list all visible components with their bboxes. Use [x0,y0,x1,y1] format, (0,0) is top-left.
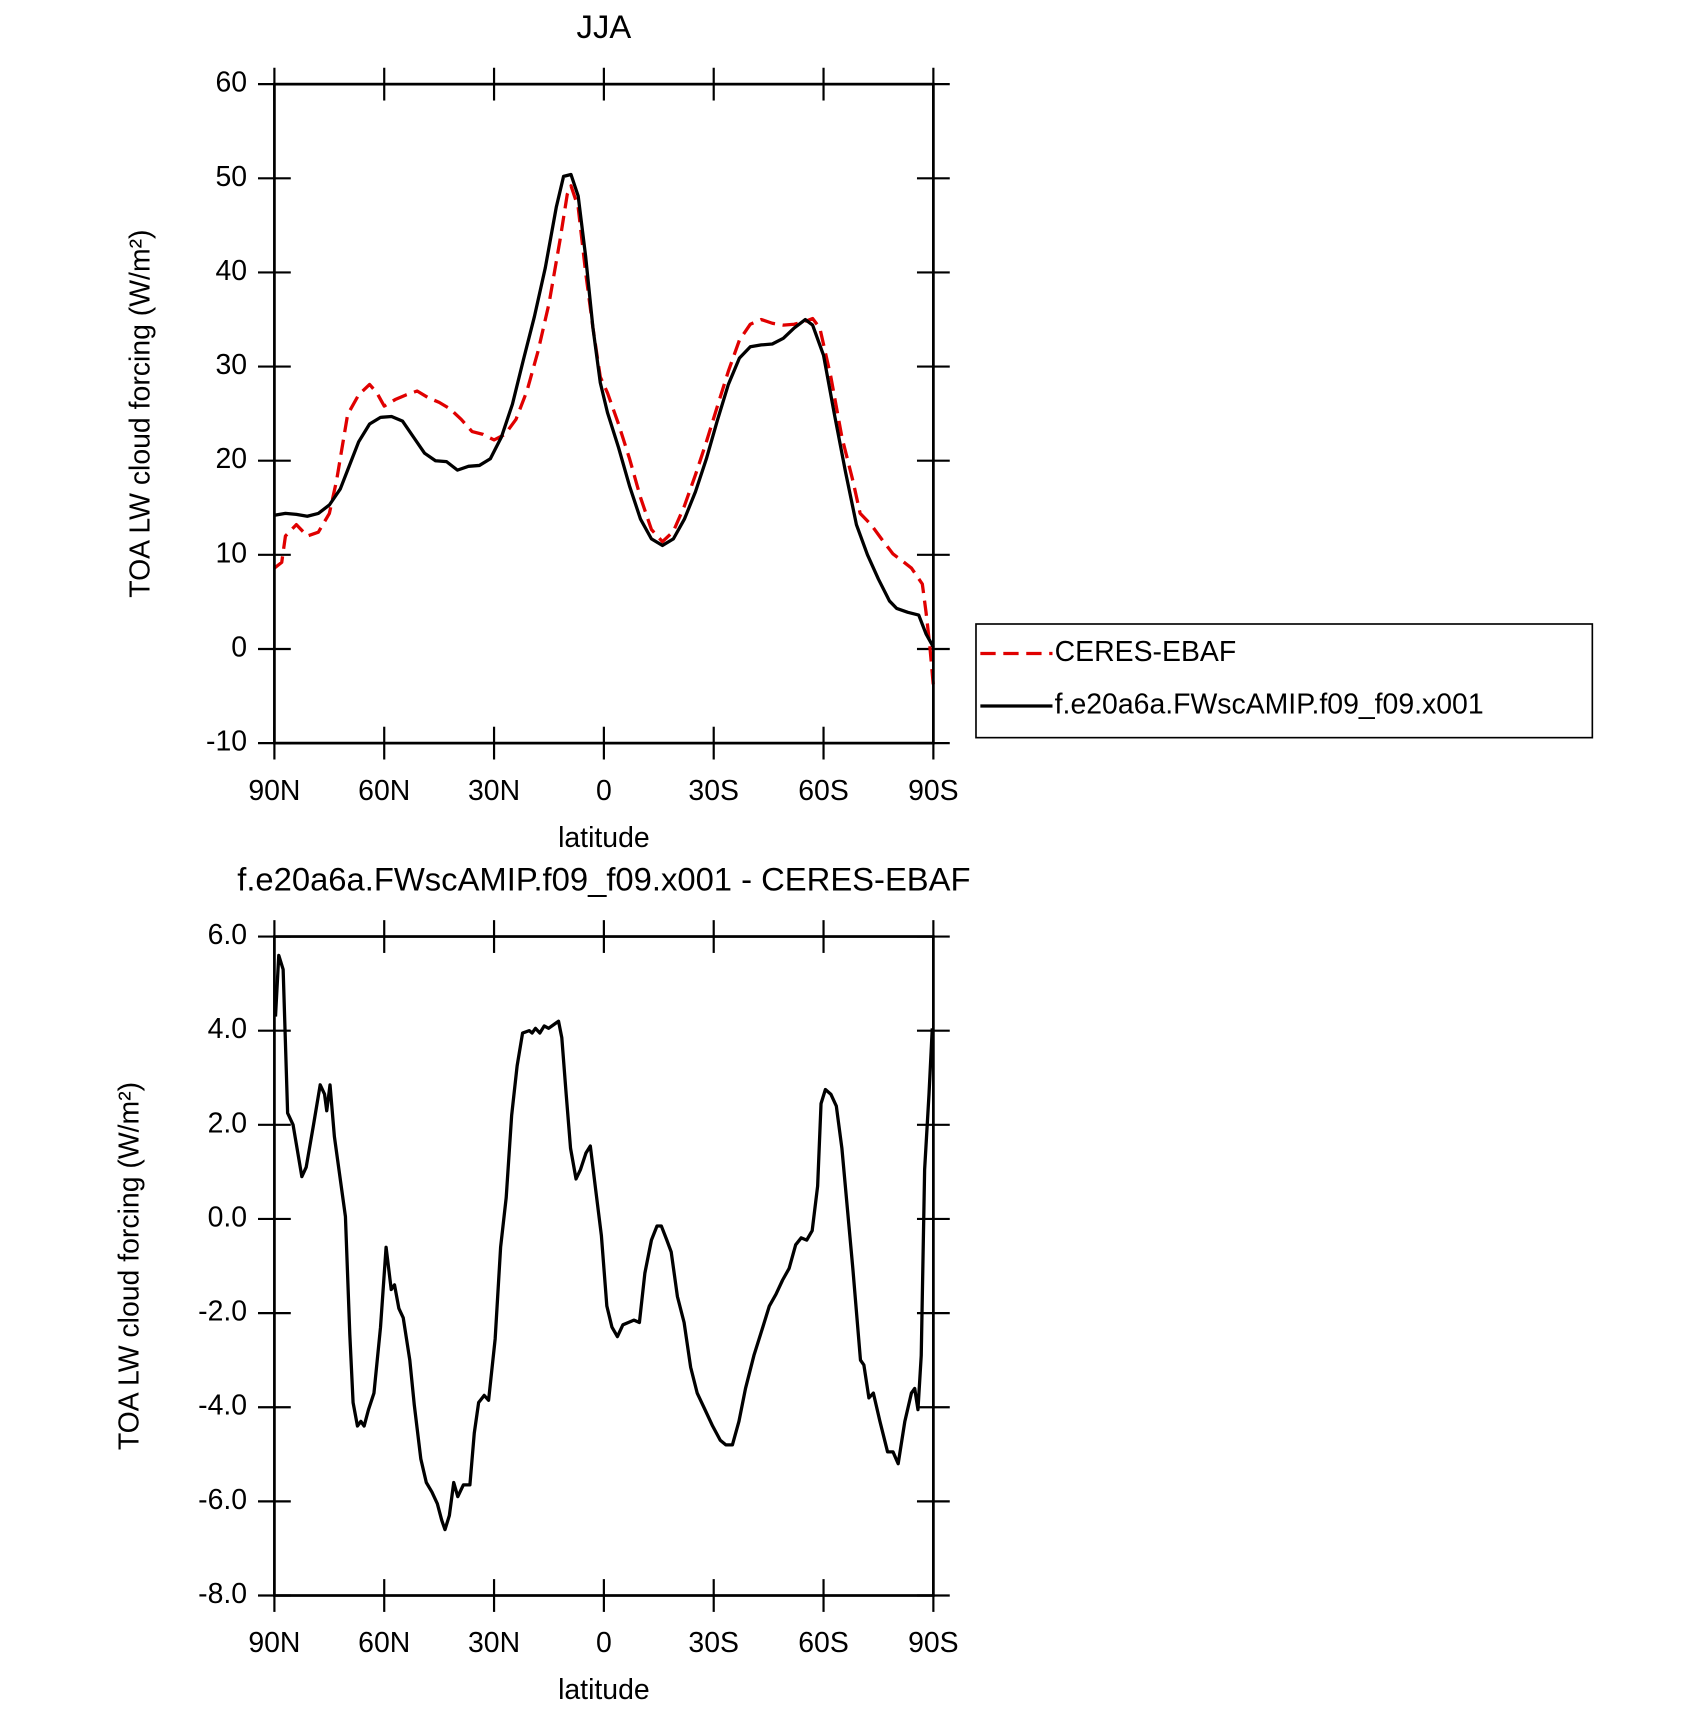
y-tick-label: 60 [215,67,247,99]
y-tick-label: 20 [215,443,247,475]
x-tick-label: 0 [596,775,612,807]
y-tick-label: 4.0 [208,1013,248,1045]
y-tick-label: 40 [215,255,247,287]
y-tick-label: 6.0 [208,919,248,951]
y-tick-label: -4.0 [198,1390,247,1422]
y-tick-label: -6.0 [198,1484,247,1516]
y-tick-label: 10 [215,537,247,569]
data-line [273,184,936,686]
x-tick-label: 30N [468,1627,520,1659]
y-tick-label: 30 [215,349,247,381]
y-tick-label: 0.0 [208,1201,248,1233]
x-tick-label: 60S [798,775,849,807]
y-tick-label: 50 [215,161,247,193]
x-tick-label: 30N [468,775,520,807]
y-tick-label: 0 [231,631,247,663]
y-axis-label: TOA LW cloud forcing (W/m²) [114,1082,146,1450]
x-tick-label: 30S [688,1627,739,1659]
x-tick-label: 60N [358,775,410,807]
y-axis-label: TOA LW cloud forcing (W/m²) [125,229,157,597]
x-tick-label: 90S [908,1627,959,1659]
x-axis-label: latitude [558,822,650,854]
x-tick-label: 60N [358,1627,410,1659]
y-tick-label: -8.0 [198,1578,247,1610]
x-tick-label: 60S [798,1627,849,1659]
x-tick-label: 0 [596,1627,612,1659]
chart-title: f.e20a6a.FWscAMIP.f09_f09.x001 - CERES-E… [237,861,970,898]
legend-label: f.e20a6a.FWscAMIP.f09_f09.x001 [1055,688,1484,720]
x-axis-label: latitude [558,1674,650,1706]
x-tick-label: 30S [688,775,739,807]
data-line [273,953,934,1532]
y-tick-label: -10 [206,726,247,758]
legend-label: CERES-EBAF [1055,636,1237,668]
chart-title: JJA [577,8,632,45]
x-tick-label: 90S [908,775,959,807]
y-tick-label: 2.0 [208,1107,248,1139]
x-tick-label: 90N [248,1627,300,1659]
plot-frame [273,935,935,1597]
x-tick-label: 90N [248,775,300,807]
plot-frame [273,82,935,745]
data-line [274,172,935,648]
legend-box [975,623,1594,739]
y-tick-label: -2.0 [198,1296,247,1328]
